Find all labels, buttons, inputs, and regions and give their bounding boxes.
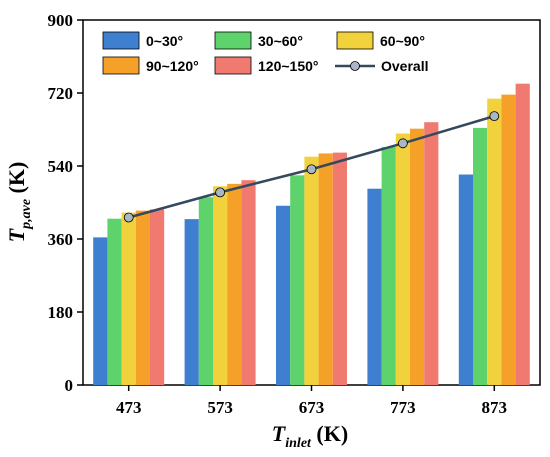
x-axis-title-unit: (K): [311, 421, 348, 446]
legend-label-120-150: 120~150°: [258, 58, 319, 74]
legend-label-30-60: 30~60°: [258, 33, 303, 49]
bar-473-series-3: [135, 210, 150, 385]
bar-573-series-0: [184, 219, 199, 385]
bar-473-series-4: [150, 209, 165, 385]
bar-573-series-4: [241, 180, 256, 385]
bar-573-series-2: [213, 186, 228, 385]
legend-swatch-0-30: [102, 31, 140, 50]
overall-point-673: [306, 164, 317, 175]
y-axis-title-sub: p,ave: [19, 199, 34, 230]
legend-label-overall: Overall: [381, 58, 428, 74]
bar-773-series-2: [395, 133, 410, 385]
bar-573-series-3: [227, 183, 242, 385]
legend-swatch-30-60: [214, 31, 252, 50]
bar-473-series-0: [93, 237, 108, 385]
overall-point-473: [123, 212, 134, 223]
x-axis-title: Tinlet (K): [272, 421, 348, 451]
y-axis-title-unit: (K): [4, 162, 29, 199]
bar-673-series-0: [276, 205, 291, 385]
y-tick-label-0: 0: [65, 376, 74, 395]
y-tick-label-2: 360: [48, 230, 74, 249]
y-axis-title-main: T: [4, 227, 29, 242]
legend-swatch-120-150: [214, 56, 252, 75]
x-axis-title-sub: inlet: [285, 436, 312, 451]
y-tick-label-1: 180: [48, 303, 74, 322]
y-tick-label-5: 900: [48, 11, 74, 30]
overall-point-873: [489, 111, 500, 122]
bar-673-series-2: [304, 156, 319, 385]
overall-point-773: [397, 138, 408, 149]
bar-873-series-3: [501, 94, 516, 385]
x-tick-label-873: 873: [482, 398, 508, 417]
legend-swatch-60-90: [336, 31, 374, 50]
bar-573-series-1: [198, 197, 213, 385]
bar-673-series-3: [318, 153, 333, 385]
bars-group: [93, 83, 530, 385]
y-axis: 0 180 360 540 720 900: [48, 11, 83, 395]
bar-773-series-1: [381, 146, 396, 385]
overall-line-group: [123, 111, 500, 223]
bar-873-series-4: [515, 83, 530, 385]
bar-673-series-4: [332, 152, 347, 385]
x-tick-label-673: 673: [299, 398, 325, 417]
bar-473-series-2: [121, 212, 136, 385]
x-axis: 473 573 673 773 873: [116, 385, 507, 417]
legend-label-60-90: 60~90°: [380, 33, 425, 49]
bar-873-series-1: [473, 127, 488, 385]
y-axis-title: Tp,ave (K): [4, 162, 34, 243]
legend: 0~30° 30~60° 60~90° 90~120° 120~150° Ove…: [96, 27, 446, 79]
legend-overall-marker: [350, 61, 360, 71]
x-tick-label-473: 473: [116, 398, 142, 417]
y-tick-label-3: 540: [48, 157, 74, 176]
bar-773-series-0: [367, 188, 382, 385]
x-tick-label-573: 573: [207, 398, 233, 417]
bar-873-series-2: [487, 98, 502, 385]
overall-point-573: [215, 187, 226, 198]
bar-473-series-1: [107, 218, 122, 385]
legend-box: [96, 27, 446, 79]
bar-773-series-3: [410, 128, 425, 385]
bar-773-series-4: [424, 122, 439, 385]
legend-swatch-90-120: [102, 56, 140, 75]
bar-873-series-0: [458, 174, 473, 385]
bar-673-series-1: [290, 175, 305, 385]
legend-label-0-30: 0~30°: [146, 33, 183, 49]
legend-label-90-120: 90~120°: [146, 58, 199, 74]
x-tick-label-773: 773: [390, 398, 416, 417]
y-tick-label-4: 720: [48, 84, 74, 103]
x-axis-title-main: T: [272, 421, 287, 446]
